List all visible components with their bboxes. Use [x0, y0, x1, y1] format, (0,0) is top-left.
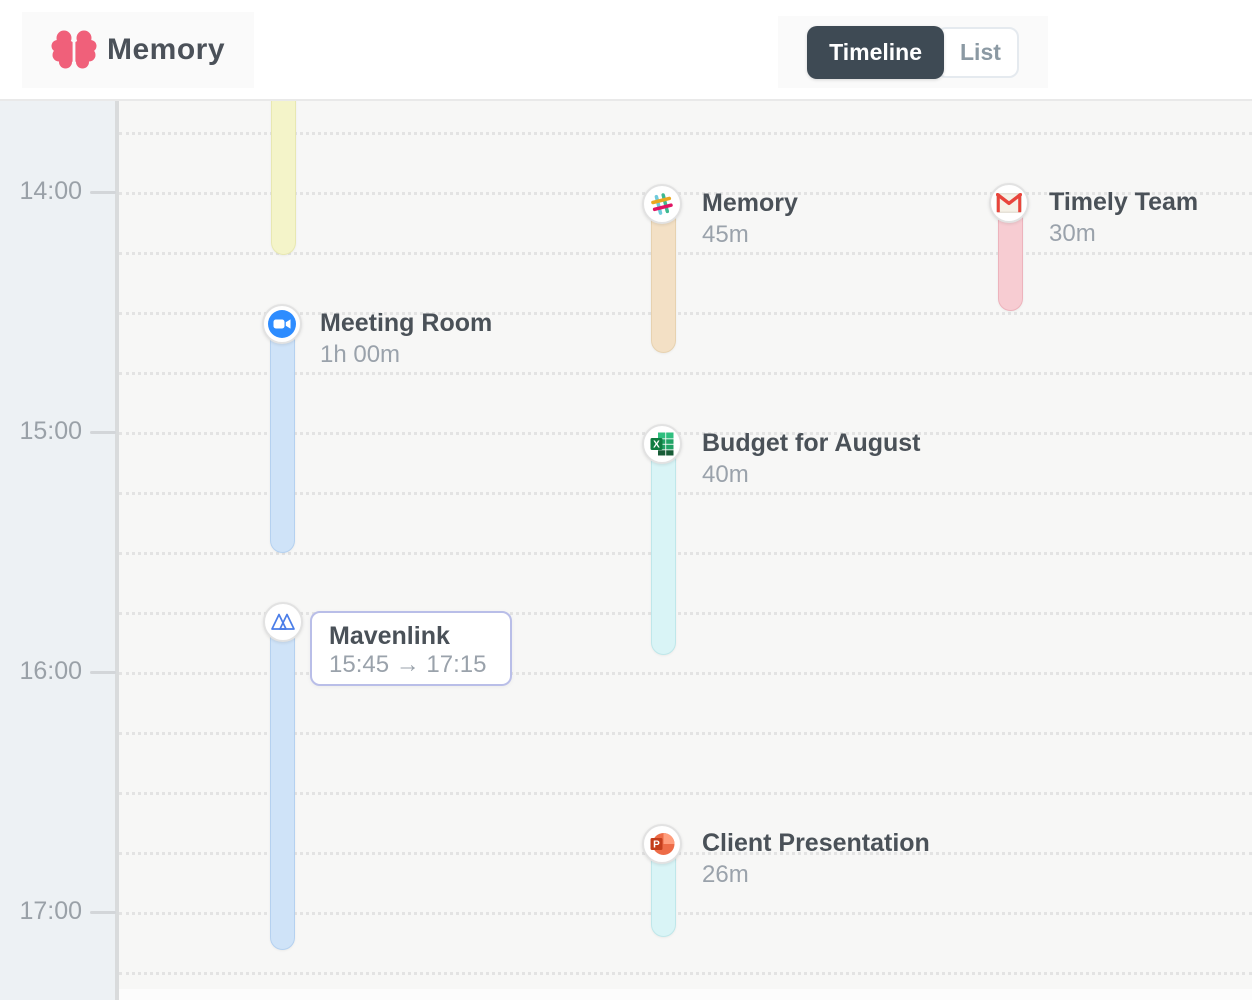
event-label-meeting-room: Meeting Room 1h 00m: [320, 308, 492, 370]
tab-timeline[interactable]: Timeline: [807, 25, 944, 79]
svg-text:X: X: [653, 440, 660, 451]
quarter-hour-gridline: [119, 372, 1252, 375]
hour-tick: [90, 911, 116, 914]
quarter-hour-gridline: [119, 972, 1252, 975]
powerpoint-icon[interactable]: P: [642, 824, 682, 864]
tab-list[interactable]: List: [936, 26, 1019, 78]
app-title: Memory: [106, 33, 226, 66]
event-bar-mavenlink[interactable]: [270, 611, 295, 950]
hour-tick: [90, 191, 116, 194]
quarter-hour-gridline: [119, 312, 1252, 315]
hour-label: 16:00: [19, 657, 82, 685]
svg-text:P: P: [653, 840, 660, 851]
event-title: Budget for August: [702, 429, 921, 457]
event-duration: 1h 00m: [320, 341, 401, 368]
timeline-canvas: Meeting Room 1h 00m Mavenlink 15:45 → 17…: [119, 101, 1252, 1000]
hour-label: 15:00: [19, 417, 82, 445]
hour-tick: [90, 671, 116, 674]
app-logo[interactable]: Memory: [22, 12, 254, 88]
quarter-hour-gridline: [119, 852, 1252, 855]
event-duration: 45m: [702, 221, 749, 248]
event-title: Timely Team: [1049, 188, 1199, 216]
event-bar-meeting-room[interactable]: [270, 311, 295, 553]
day-end-strip: [119, 989, 1252, 1000]
event-label-timely-team: Timely Team 30m: [1049, 187, 1198, 249]
event-bar-budget[interactable]: [651, 436, 676, 655]
time-gutter: 14:00 15:00 16:00 17:00: [0, 101, 119, 1000]
event-bar-unlabeled[interactable]: [271, 101, 296, 255]
event-duration: 40m: [702, 461, 749, 488]
app-header: Memory Timeline List: [0, 0, 1252, 101]
quarter-hour-gridline: [119, 792, 1252, 795]
quarter-hour-gridline: [119, 912, 1252, 915]
event-tooltip-mavenlink: Mavenlink 15:45 → 17:15: [310, 611, 512, 686]
event-label-client-presentation: Client Presentation 26m: [702, 828, 930, 890]
event-title: Client Presentation: [702, 829, 930, 857]
zoom-icon[interactable]: [262, 304, 302, 344]
hour-tick: [90, 431, 116, 434]
quarter-hour-gridline: [119, 672, 1252, 675]
quarter-hour-gridline: [119, 432, 1252, 435]
mavenlink-icon[interactable]: [263, 602, 303, 642]
tooltip-time-range: 15:45 → 17:15: [329, 651, 487, 678]
quarter-hour-gridline: [119, 492, 1252, 495]
quarter-hour-gridline: [119, 732, 1252, 735]
quarter-hour-gridline: [119, 192, 1252, 195]
hour-label: 14:00: [19, 177, 82, 205]
slack-icon[interactable]: [642, 184, 682, 224]
quarter-hour-gridline: [119, 252, 1252, 255]
quarter-hour-gridline: [119, 612, 1252, 615]
excel-icon[interactable]: X: [642, 424, 682, 464]
hour-label: 17:00: [19, 897, 82, 925]
quarter-hour-gridline: [119, 132, 1252, 135]
event-duration: 26m: [702, 861, 749, 888]
event-title: Meeting Room: [320, 309, 493, 337]
event-label-budget: Budget for August 40m: [702, 428, 920, 490]
quarter-hour-gridline: [119, 552, 1252, 555]
gmail-icon[interactable]: [989, 183, 1029, 223]
tooltip-title: Mavenlink: [329, 622, 450, 650]
view-toggle: Timeline List: [778, 16, 1048, 88]
brain-icon: [51, 29, 97, 71]
event-label-memory: Memory 45m: [702, 188, 798, 250]
event-duration: 30m: [1049, 220, 1096, 247]
event-title: Memory: [702, 189, 798, 217]
